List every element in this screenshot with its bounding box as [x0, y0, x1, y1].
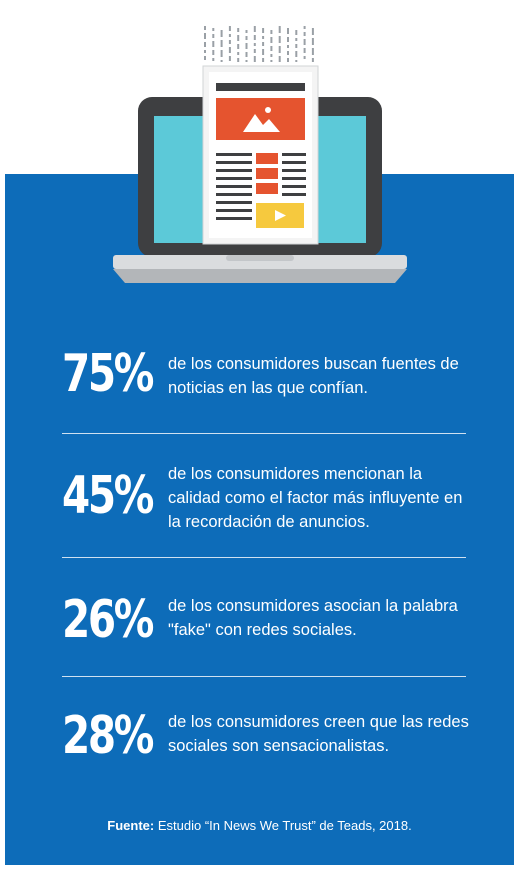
stat-description: de los consumidores buscan fuentes de no… — [168, 355, 459, 397]
stats-panel — [5, 174, 514, 865]
stat-description: de los consumidores mencionan la calidad… — [168, 465, 463, 531]
divider — [62, 433, 466, 434]
divider — [62, 557, 466, 558]
stat-description: de los consumidores creen que las redes … — [168, 713, 469, 755]
newspaper-icon — [202, 65, 319, 245]
play-icon — [256, 203, 304, 228]
stat-percent: 45% — [62, 466, 154, 526]
stat-percent: 28% — [62, 706, 154, 766]
printer-lines-icon — [204, 26, 314, 62]
source-label: Fuente: — [107, 818, 155, 833]
stat-percent: 26% — [62, 590, 154, 650]
stat-percent: 75% — [62, 344, 154, 404]
source-citation: Fuente: Estudio “In News We Trust” de Te… — [0, 818, 519, 833]
stat-description: de los consumidores asocian la palabra "… — [168, 597, 458, 639]
laptop-newspaper-illustration — [113, 26, 407, 283]
image-icon — [216, 98, 305, 140]
source-text: Estudio “In News We Trust” de Teads, 201… — [154, 818, 412, 833]
divider — [62, 676, 466, 677]
